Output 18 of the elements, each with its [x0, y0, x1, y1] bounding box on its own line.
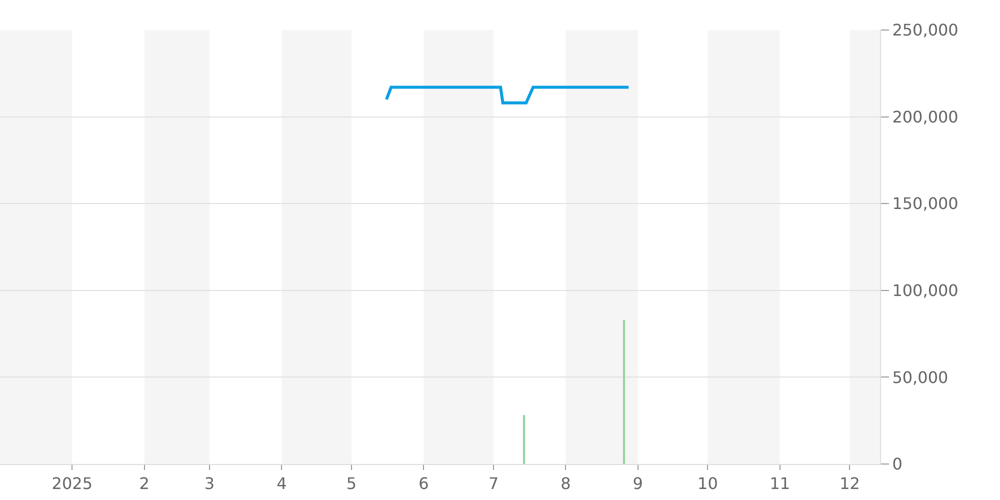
y-tick-label: 150,000 [892, 194, 958, 214]
x-tick-label: 6 [418, 474, 429, 494]
x-tick-label: 10 [698, 474, 718, 494]
x-tick-label: 2 [139, 474, 150, 494]
y-tick-label: 0 [892, 454, 902, 474]
y-tick-label: 200,000 [892, 107, 958, 126]
x-tick-label: 2025 [52, 474, 93, 494]
x-tick-label: 12 [840, 474, 860, 494]
x-tick-label: 3 [204, 474, 215, 494]
y-tick-label: 50,000 [892, 368, 948, 387]
x-tick-label: 4 [276, 474, 287, 494]
x-tick-label: 11 [770, 474, 790, 494]
x-tick-label: 7 [488, 474, 499, 494]
x-tick-label: 8 [560, 474, 571, 494]
y-tick-label: 100,000 [892, 281, 958, 300]
x-tick-label: 9 [632, 474, 643, 494]
y-tick-label: 250,000 [892, 20, 958, 40]
x-tick-label: 5 [346, 474, 357, 494]
